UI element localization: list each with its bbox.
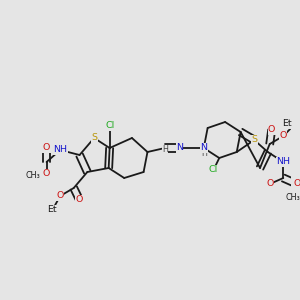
Text: Et: Et (282, 119, 292, 128)
Text: NH: NH (53, 146, 67, 154)
Text: CH₃: CH₃ (286, 194, 300, 202)
Text: NH: NH (276, 158, 290, 166)
Text: O: O (43, 143, 50, 152)
Text: O: O (280, 131, 287, 140)
Text: O: O (56, 191, 64, 200)
Text: O: O (266, 179, 273, 188)
Text: O: O (43, 169, 50, 178)
Text: Cl: Cl (105, 122, 114, 130)
Text: N: N (176, 143, 183, 152)
Text: H: H (201, 149, 207, 158)
Text: O: O (76, 196, 83, 205)
Text: CH₃: CH₃ (26, 172, 40, 181)
Text: O: O (293, 179, 300, 188)
Text: O: O (268, 125, 275, 134)
Text: N: N (200, 143, 207, 152)
Text: S: S (91, 134, 97, 142)
Text: Et: Et (48, 206, 57, 214)
Text: H: H (162, 146, 168, 154)
Text: Cl: Cl (209, 166, 218, 175)
Text: S: S (251, 136, 257, 145)
